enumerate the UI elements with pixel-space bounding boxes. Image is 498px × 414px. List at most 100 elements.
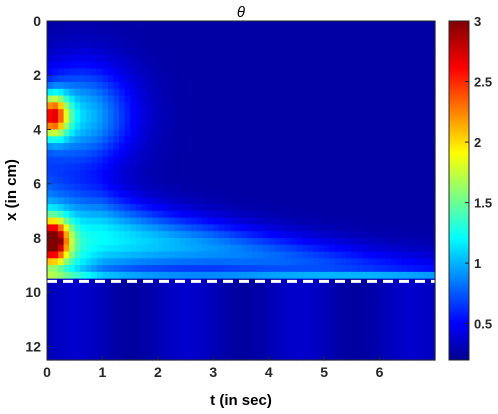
heatmap-cell <box>274 265 281 273</box>
heatmap-cell <box>285 149 292 158</box>
heatmap-cell <box>307 61 314 70</box>
heatmap-cell <box>229 75 237 83</box>
heatmap-cell <box>135 129 142 137</box>
heatmap-cell <box>196 326 203 334</box>
heatmap-cell <box>407 176 414 185</box>
heatmap-cell <box>91 278 98 287</box>
heatmap-cell <box>318 319 325 327</box>
heatmap-cell <box>74 34 81 42</box>
heatmap-cell <box>241 41 248 49</box>
heatmap-cell <box>346 298 353 307</box>
heatmap-cell <box>335 183 342 192</box>
heatmap-cell <box>268 285 275 293</box>
heatmap-cell <box>407 170 414 178</box>
heatmap-cell <box>74 136 81 144</box>
heatmap-cell <box>224 34 231 42</box>
heatmap-cell <box>324 298 331 307</box>
heatmap-cell <box>124 251 131 259</box>
heatmap-cell <box>85 332 92 341</box>
heatmap-cell <box>229 251 237 259</box>
heatmap-cell <box>196 251 203 259</box>
heatmap-cell <box>202 156 209 164</box>
heatmap-cell <box>52 27 59 36</box>
heatmap-cell <box>379 170 386 178</box>
heatmap-cell <box>168 197 176 205</box>
heatmap-cell <box>52 332 59 341</box>
heatmap-cell <box>335 204 342 212</box>
heatmap-cell <box>285 190 292 198</box>
heatmap-cell <box>218 149 225 158</box>
heatmap-cell <box>174 34 181 42</box>
heatmap-cell <box>307 217 314 225</box>
heatmap-cell <box>285 285 292 293</box>
heatmap-cell <box>362 237 370 246</box>
colorbar-tick-label: 2.5 <box>474 75 492 90</box>
heatmap-cell <box>285 210 292 219</box>
heatmap-cell <box>423 237 431 246</box>
heatmap-cell <box>385 197 392 205</box>
heatmap-cell <box>207 210 214 219</box>
heatmap-cell <box>202 61 209 70</box>
heatmap-cell <box>279 326 286 334</box>
heatmap-cell <box>423 231 431 239</box>
heatmap-cell <box>218 326 225 334</box>
heatmap-cell <box>301 149 309 158</box>
heatmap-cell <box>357 258 364 266</box>
heatmap-cell <box>119 115 126 124</box>
heatmap-cell <box>418 136 425 144</box>
heatmap-cell <box>263 48 270 56</box>
heatmap-cell <box>307 156 314 164</box>
heatmap-cell <box>207 190 214 198</box>
heatmap-cell <box>246 305 253 314</box>
heatmap-cell <box>174 237 181 246</box>
heatmap-cell <box>85 204 92 212</box>
heatmap-cell <box>324 237 331 246</box>
heatmap-cell <box>152 102 159 110</box>
heatmap-cell <box>69 61 76 70</box>
heatmap-cell <box>290 292 298 300</box>
heatmap-cell <box>152 298 159 307</box>
heatmap-cell <box>274 149 281 158</box>
heatmap-cell <box>307 265 314 273</box>
heatmap-cell <box>235 34 242 42</box>
heatmap-cell <box>329 75 336 83</box>
heatmap-cell <box>157 149 164 158</box>
heatmap-cell <box>146 176 153 185</box>
heatmap-cell <box>246 271 253 280</box>
heatmap-cell <box>418 353 425 361</box>
heatmap-cell <box>385 75 392 83</box>
heatmap-cell <box>152 61 159 70</box>
heatmap-cell <box>152 129 159 137</box>
heatmap-cell <box>185 75 192 83</box>
heatmap-cell <box>124 95 131 103</box>
heatmap-cell <box>207 353 214 361</box>
heatmap-cell <box>130 298 137 307</box>
heatmap-cell <box>229 353 237 361</box>
heatmap-cell <box>346 68 353 76</box>
heatmap-cell <box>429 237 436 246</box>
heatmap-cell <box>396 305 403 314</box>
heatmap-cell <box>180 258 187 266</box>
heatmap-cell <box>412 332 419 341</box>
heatmap-cell <box>135 41 142 49</box>
heatmap-cell <box>285 332 292 341</box>
heatmap-cell <box>196 149 203 158</box>
heatmap-cell <box>135 75 142 83</box>
heatmap-cell <box>324 61 331 70</box>
heatmap-cell <box>412 102 419 110</box>
heatmap-cell <box>274 305 281 314</box>
heatmap-cell <box>235 102 242 110</box>
heatmap-cell <box>47 149 54 158</box>
heatmap-cell <box>357 265 364 273</box>
heatmap-cell <box>268 122 275 131</box>
heatmap-cell <box>163 326 170 334</box>
heatmap-cell <box>412 183 419 192</box>
heatmap-cell <box>351 217 358 225</box>
heatmap-cell <box>290 224 298 232</box>
heatmap-cell <box>274 102 281 110</box>
heatmap-cell <box>285 204 292 212</box>
heatmap-cell <box>263 27 270 36</box>
heatmap-cell <box>124 48 131 56</box>
heatmap-cell <box>274 319 281 327</box>
heatmap-cell <box>196 224 203 232</box>
